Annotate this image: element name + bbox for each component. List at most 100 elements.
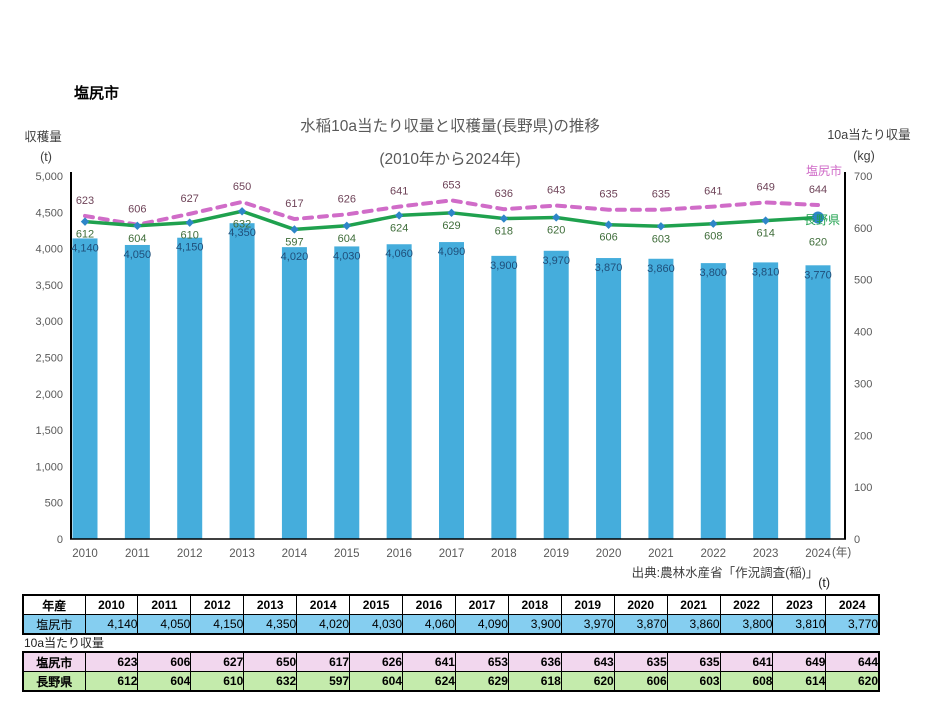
harvest-value: 3,970	[560, 614, 615, 635]
row-label: 塩尻市	[22, 651, 86, 672]
x-axis-label: 2013	[229, 548, 255, 560]
bar-2014	[281, 247, 307, 539]
line-marker	[447, 208, 456, 218]
left-axis-tick: 0	[57, 534, 63, 546]
harvest-value: 3,800	[719, 614, 774, 635]
line-marker	[604, 220, 613, 229]
x-axis-label: 2019	[543, 548, 569, 560]
harvest-value: 4,140	[84, 614, 139, 635]
left-axis-tick: 4,500	[35, 207, 63, 219]
solid-line-value-label: 632	[233, 218, 251, 230]
solid-line-value-label: 624	[390, 222, 408, 234]
dashed-line-value-label: 644	[809, 184, 827, 196]
line-marker	[761, 216, 770, 225]
harvest-header-row: 年産 2010 2011 2012 2013 2014 2015 2016 2017 2018 20…	[22, 594, 880, 615]
dashed-line-value-label: 627	[181, 193, 199, 205]
yield-value: 653	[454, 651, 509, 672]
harvest-value: 4,060	[402, 614, 456, 635]
yield-value: 620	[560, 671, 615, 692]
yield-value: 632	[243, 671, 298, 692]
dashed-line-value-label: 641	[704, 186, 722, 198]
line-shiojiri-yield	[83, 198, 820, 227]
source-citation: 出典:農林水産省「作況調査(稲)」	[631, 566, 819, 580]
right-axis-tick: 200	[854, 430, 872, 442]
bar-2012	[177, 237, 203, 539]
x-axis-label: 2017	[439, 548, 465, 560]
year-header: 2018	[507, 594, 562, 615]
harvest-value: 4,030	[349, 614, 404, 635]
bar-2019	[543, 250, 569, 539]
x-axis-label: 2016	[386, 548, 412, 560]
right-axis-title: 10a当たり収量	[827, 128, 910, 142]
dashed-line-value-label: 626	[338, 193, 356, 205]
line-marker	[499, 214, 509, 223]
x-axis-unit: (年)	[832, 545, 851, 559]
yield-value: 635	[666, 651, 721, 672]
line-marker	[133, 221, 142, 230]
year-header: 2016	[402, 594, 456, 615]
year-header: 2024	[825, 594, 880, 615]
yield-value: 650	[243, 651, 298, 672]
yield-value: 612	[84, 671, 139, 692]
dashed-line-value-label: 617	[285, 198, 303, 210]
solid-line-value-label: 604	[338, 233, 356, 245]
solid-line-value-label: 608	[704, 231, 722, 243]
bar-2016	[386, 244, 412, 539]
right-axis-tick: 100	[854, 482, 872, 494]
line-marker	[342, 221, 351, 230]
harvest-value: 4,090	[454, 614, 509, 635]
line-marker	[394, 211, 404, 220]
yield-value: 608	[719, 671, 774, 692]
left-axis-tick: 2,500	[35, 353, 63, 365]
harvest-value: 3,870	[613, 614, 668, 635]
yield-value: 604	[137, 671, 192, 692]
harvest-value: 3,810	[772, 614, 827, 635]
solid-line-value-label: 610	[181, 230, 199, 242]
yield-value: 629	[454, 671, 509, 692]
left-axis-tick: 4,000	[35, 244, 63, 256]
line-marker	[185, 218, 194, 227]
yield-value: 617	[296, 651, 351, 672]
solid-line-value-label: 603	[652, 233, 670, 245]
yield-value: 620	[825, 671, 880, 692]
year-header: 2010	[84, 594, 139, 615]
region-title: 塩尻市	[74, 85, 120, 102]
solid-line-value-label: 604	[128, 233, 146, 245]
chart-title: 水稲10a当たり収量と収穫量(長野県)の推移	[300, 117, 600, 135]
bar-value-label: 3,810	[752, 266, 780, 278]
yield-table: 塩尻市 623 606 627 650 617 626 641 653 636 643 635 635 6…	[22, 651, 880, 692]
solid-line-value-label: 606	[599, 232, 617, 244]
x-axis-label: 2014	[282, 548, 308, 560]
solid-line-value-label: 597	[285, 236, 303, 248]
yield-value: 623	[84, 651, 139, 672]
solid-line-value-label: 620	[547, 224, 565, 236]
year-header: 2013	[243, 594, 298, 615]
yield-value: 635	[613, 651, 668, 672]
bar-value-label: 4,140	[71, 242, 99, 254]
row-label: 長野県	[22, 671, 86, 692]
left-axis-unit: (t)	[40, 150, 52, 164]
chart-plot-area: 0 500 1,000 1,500 2,000 2,500 3,000 3,500 4,000 4…	[35, 163, 872, 560]
yield-value: 603	[666, 671, 721, 692]
bar-2022	[700, 263, 726, 539]
dashed-line-value-label: 650	[233, 181, 251, 193]
bar-2018	[491, 255, 517, 540]
harvest-table: 年産 2010 2011 2012 2013 2014 2015 2016 2017 2018 20…	[22, 594, 880, 635]
yield-value: 641	[402, 651, 456, 672]
harvest-value: 4,050	[137, 614, 192, 635]
bar-value-label: 3,860	[647, 263, 675, 275]
yield-value: 644	[825, 651, 880, 672]
year-header: 2017	[454, 594, 509, 615]
harvest-value: 4,150	[190, 614, 245, 635]
left-axis-tick: 1,000	[35, 461, 63, 473]
year-header: 2019	[560, 594, 615, 615]
series-label-shiojiri: 塩尻市	[806, 163, 842, 178]
yield-value: 649	[772, 651, 827, 672]
solid-line-value-label: 618	[495, 226, 513, 238]
right-axis-unit: (kg)	[853, 149, 875, 163]
line-marker	[290, 225, 299, 234]
bar-2023	[753, 262, 779, 539]
bar-value-label: 4,350	[228, 227, 256, 239]
bar-value-label: 4,090	[438, 246, 466, 258]
solid-line-value-label: 612	[76, 229, 94, 241]
